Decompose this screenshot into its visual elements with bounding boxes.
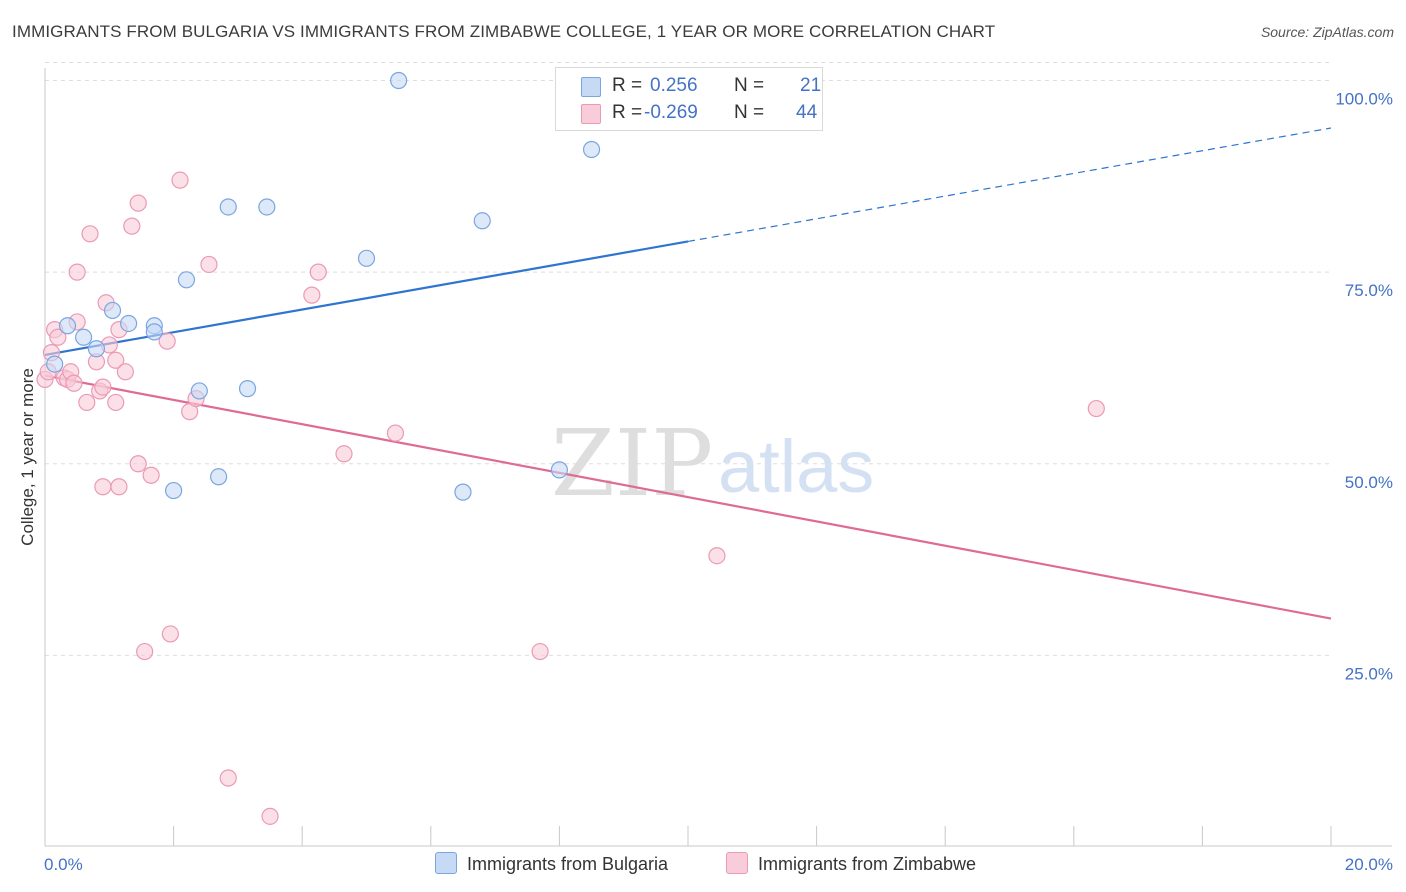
zimbabwe-point [136,642,154,661]
bulgaria-n-value: 21 [800,75,822,96]
zimbabwe-point [107,393,125,412]
zimbabwe-point [94,478,112,496]
watermark-zip: ZIP [551,410,713,517]
zimbabwe-point [107,351,125,369]
bulgaria-point [58,317,77,335]
zimbabwe-point [123,217,141,235]
bulgaria-point [219,198,237,216]
zimbabwe-point [386,424,405,442]
zimbabwe-point [219,769,237,787]
bulgaria-swatch [581,77,601,97]
point-layer [36,71,1105,825]
zimbabwe-point [129,194,147,212]
zimbabwe-point [261,807,279,825]
zimbabwe-point [129,455,147,473]
legend-item-zimbabwe: Immigrants from Zimbabwe [726,852,976,875]
zimbabwe-swatch [581,104,601,124]
zimbabwe-point [68,263,86,281]
zimbabwe-point [708,547,726,565]
zimbabwe-point [309,263,327,281]
bulgaria-point [582,140,601,159]
y-tick-label: 50.0% [1345,473,1393,492]
zimbabwe-point [81,225,99,243]
x-tick-label-max: 20.0% [1345,855,1393,874]
zimbabwe-point [200,255,218,274]
r-label: R = [612,75,643,96]
n-label: N = [734,102,765,123]
zimbabwe-trend-line [44,374,1332,620]
bulgaria-point [87,340,106,358]
bulgaria-point [357,249,376,267]
bulgaria-point [258,198,276,216]
zimbabwe-point [78,393,96,412]
zimbabwe-point [531,642,549,661]
legend-item-bulgaria: Immigrants from Bulgaria [435,852,668,875]
bulgaria-point [190,382,208,400]
bulgaria-point [473,212,491,230]
zimbabwe-point [142,466,160,484]
n-label: N = [734,75,765,96]
zimbabwe-point [158,332,176,350]
zimbabwe-point [303,286,321,304]
y-tick-label: 100.0% [1335,90,1393,109]
zimbabwe-point [110,478,128,496]
y-tick-label: 25.0% [1345,664,1393,683]
zimbabwe-point [94,378,112,396]
bulgaria-point [46,355,64,373]
zimbabwe-r-value: -0.269 [644,102,698,123]
zimbabwe-n-value: 44 [796,102,818,123]
trend-layer [44,127,1332,620]
bulgaria-r-value: 0.256 [650,75,698,96]
bulgaria-point [454,483,472,501]
zimbabwe-point [65,374,83,392]
zimbabwe-point [335,445,353,463]
legend-bulgaria-swatch [435,852,457,874]
bulgaria-point [550,461,569,479]
r-label: R = [612,102,643,123]
bulgaria-point [103,301,122,320]
watermark-atlas: atlas [718,425,874,508]
chart-title: IMMIGRANTS FROM BULGARIA VS IMMIGRANTS F… [12,22,996,41]
zimbabwe-point [171,171,189,189]
stats-legend: R = 0.256 N = 21 R = -0.269 N = 44 [555,67,823,131]
y-tick-label: 75.0% [1345,281,1393,300]
bulgaria-point [145,323,163,341]
bulgaria-point [210,468,228,486]
legend-zimbabwe-label: Immigrants from Zimbabwe [758,854,977,874]
zimbabwe-point [116,363,134,381]
bulgaria-point [238,380,257,398]
bulgaria-point [165,481,183,500]
source-label: Source: ZipAtlas.com [1260,24,1394,40]
bulgaria-trend-line-extension [687,127,1332,243]
zimbabwe-point [161,625,179,643]
zimbabwe-point [1087,399,1105,418]
axis-layer: 25.0% 50.0% 75.0% 100.0% 0.0% 20.0% [44,68,1393,874]
y-axis-label: College, 1 year or more [18,368,37,546]
bulgaria-point [177,271,196,289]
x-tick-label-min: 0.0% [44,855,83,874]
zimbabwe-point [49,328,67,346]
watermark: ZIP atlas [551,410,874,517]
grid-layer [45,62,1331,656]
bulgaria-point [390,71,408,90]
bulgaria-point [74,328,93,346]
bulgaria-point [119,314,138,333]
legend-bulgaria-label: Immigrants from Bulgaria [467,854,669,874]
legend-zimbabwe-swatch [726,852,748,874]
